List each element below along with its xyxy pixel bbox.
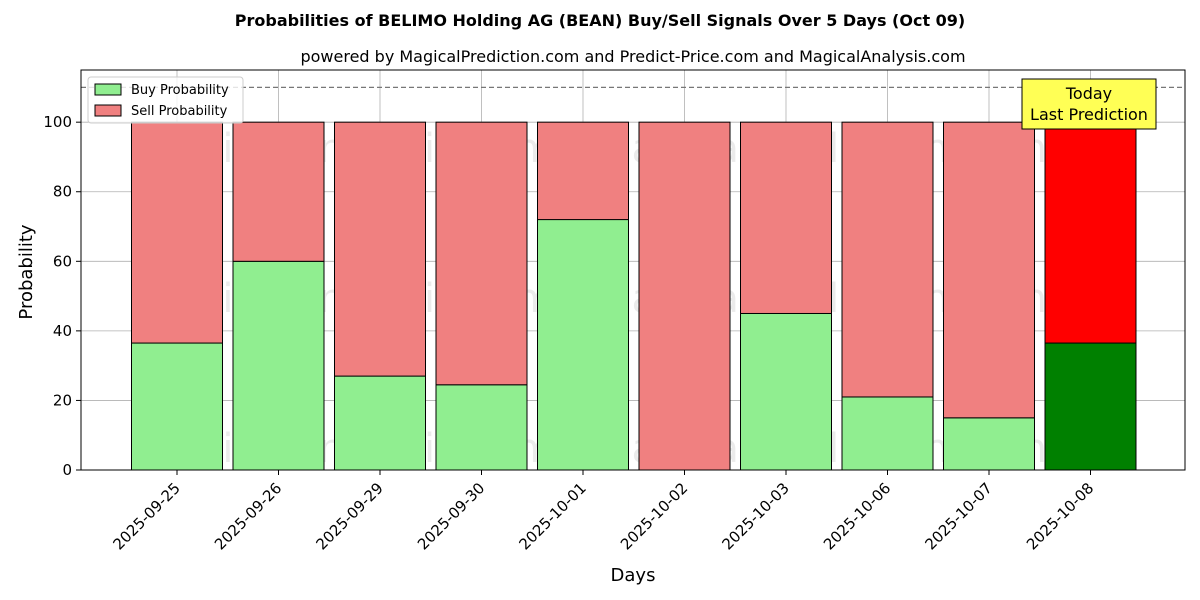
bar-sell [537, 121, 629, 221]
x-tick-label: 2025-09-25 [109, 479, 183, 553]
y-tick-label: 80 [53, 183, 72, 201]
bar-sell [435, 121, 528, 386]
y-axis-label: Probability [16, 224, 37, 319]
bar-buy [943, 417, 1035, 471]
bar-sell [740, 121, 832, 314]
bar-buy [334, 375, 426, 471]
bar-buy [1044, 342, 1137, 471]
x-tick-label: 2025-10-08 [1023, 479, 1097, 553]
x-tick-label: 2025-10-07 [921, 479, 995, 553]
x-tick-label: 2025-10-06 [820, 479, 894, 553]
legend-box [87, 76, 244, 124]
y-tick-label: 100 [43, 113, 72, 131]
bar-sell [232, 121, 325, 262]
y-tick-label: 40 [53, 322, 72, 340]
bar-buy [740, 312, 832, 471]
bar-buy [537, 219, 629, 471]
bars [131, 121, 1137, 471]
x-tick-label: 2025-10-03 [718, 479, 792, 553]
legend: Buy Probability Sell Probability [87, 76, 244, 124]
bar-sell [1044, 121, 1137, 344]
y-axis: 0 20 40 60 80 100 [43, 113, 81, 479]
x-tick-label: 2025-09-26 [211, 479, 285, 553]
x-tick-label: 2025-10-02 [617, 479, 691, 553]
bar-buy [131, 342, 223, 471]
legend-swatch-sell [94, 104, 122, 117]
bar-buy [435, 384, 528, 471]
plot-frame [80, 69, 1186, 471]
legend-label-sell: Sell Probability [131, 104, 228, 119]
y-tick-label: 0 [62, 461, 72, 479]
bar-sell [638, 121, 731, 471]
today-annotation: Today Last Prediction [1021, 78, 1157, 130]
x-axis-label: Days [611, 565, 656, 586]
x-axis: 2025-09-25 2025-09-26 2025-09-29 2025-09-30… [109, 470, 1097, 553]
bar-buy [841, 396, 934, 471]
x-tick-label: 2025-10-01 [515, 479, 589, 553]
bar-sell [131, 121, 223, 344]
bar-sell [943, 121, 1035, 419]
y-tick-label: 60 [53, 252, 72, 270]
annotation-box [1021, 78, 1157, 130]
bar-sell [841, 121, 934, 398]
annotation-today: Today [1065, 84, 1112, 103]
bar-buy [232, 260, 325, 471]
annotation-last-prediction: Last Prediction [1030, 105, 1148, 124]
x-tick-label: 2025-09-29 [312, 479, 386, 553]
legend-swatch-buy [94, 83, 122, 96]
chart-title: Probabilities of BELIMO Holding AG (BEAN… [235, 11, 965, 30]
y-tick-label: 20 [53, 391, 72, 409]
chart-subtitle: powered by MagicalPrediction.com and Pre… [300, 47, 965, 66]
x-tick-label: 2025-09-30 [414, 479, 488, 553]
legend-label-buy: Buy Probability [131, 83, 229, 98]
bar-sell [334, 121, 426, 377]
